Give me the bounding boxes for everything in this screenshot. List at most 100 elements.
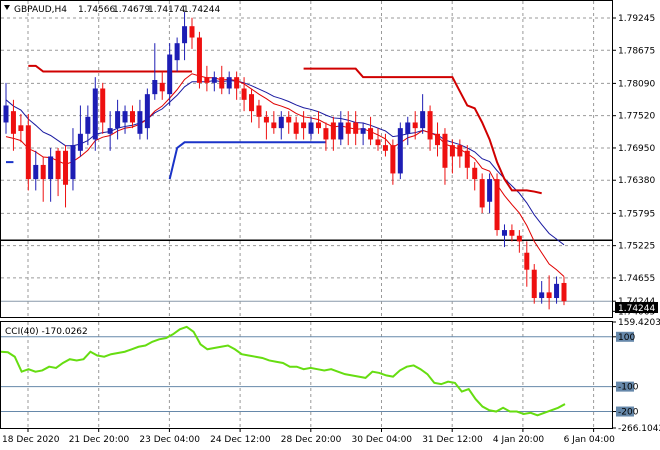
axes: 1.79245 1.78675 1.78090 1.77520 1.76950 1.763… [2, 14, 660, 445]
bullish-candle [308, 122, 314, 134]
bearish-candle [375, 139, 381, 146]
bearish-candle [293, 122, 299, 134]
bullish-candle [107, 128, 113, 134]
bearish-candle [390, 145, 396, 174]
symbol-title: GBPAUD,H4 [14, 5, 67, 15]
bearish-candle [345, 122, 351, 134]
collapse-triangle-icon[interactable] [4, 5, 10, 10]
price-tag-box [615, 302, 658, 313]
bearish-candle [10, 111, 16, 134]
bullish-candle [360, 128, 366, 134]
bearish-candle [301, 122, 307, 129]
levels [1, 239, 612, 413]
time-tick-label: 23 Dec 04:00 [139, 435, 200, 445]
bearish-candle [494, 179, 500, 231]
bearish-candle [63, 150, 69, 185]
bullish-candle [85, 116, 91, 134]
price-tag: 1.74244 [618, 304, 655, 314]
bullish-candle [77, 133, 83, 151]
bullish-candle [539, 292, 545, 299]
upper-trailing-stop-line [28, 64, 192, 73]
bearish-candle [531, 269, 537, 299]
bearish-candle [368, 128, 374, 140]
bullish-candle [115, 111, 121, 129]
candles [3, 12, 567, 310]
bullish-candle [174, 43, 180, 61]
bearish-candle [219, 77, 225, 89]
bearish-candle [249, 94, 255, 112]
bearish-candle [234, 77, 240, 89]
price-tick-label: 1.76950 [618, 144, 655, 154]
bearish-candle [427, 111, 433, 140]
time-tick-label: 24 Dec 12:00 [210, 435, 271, 445]
bullish-candle [405, 122, 411, 134]
bullish-candle [3, 105, 9, 123]
bullish-candle [226, 77, 232, 89]
price-tick-label: 1.78675 [618, 46, 655, 56]
slow-moving-average-line [5, 80, 565, 246]
bearish-candle [546, 292, 552, 299]
bullish-candle [33, 164, 39, 180]
bearish-candle [271, 122, 277, 129]
price-tick-label: 1.78090 [618, 79, 655, 89]
bearish-candle [18, 125, 24, 131]
bearish-candle [353, 122, 359, 134]
ohlc-close: 1.74244 [183, 5, 220, 15]
ohlc-high: 1.74679 [113, 5, 150, 15]
bearish-candle [464, 150, 470, 168]
price-tick-label: 1.79245 [618, 14, 655, 24]
price-tick-label: 1.74655 [618, 274, 655, 284]
bullish-candle [278, 116, 284, 129]
ohlc-open: 1.74566 [78, 5, 115, 15]
bullish-candle [70, 145, 76, 180]
bearish-candle [315, 122, 321, 129]
bullish-candle [211, 77, 217, 83]
bearish-candle [330, 122, 336, 140]
bearish-candle [412, 122, 418, 129]
lower-trailing-stop-line [168, 141, 326, 180]
ohlc-low: 1.74174 [148, 5, 185, 15]
bearish-candle [472, 167, 478, 180]
cci-panel-frame [0, 321, 613, 429]
indicator-lines [0, 64, 566, 417]
bearish-candle [25, 125, 31, 180]
bearish-candle [457, 145, 463, 157]
price-panel-frame [0, 0, 613, 318]
bearish-candle [189, 26, 195, 38]
bearish-candle [524, 252, 530, 270]
time-tick-label: 21 Dec 20:00 [69, 435, 130, 445]
bullish-candle [137, 111, 143, 134]
bearish-candle [509, 230, 515, 236]
price-tick-label: 1.75225 [618, 242, 655, 252]
cci-tick-label: 159.4203 [618, 318, 660, 328]
bullish-candle [397, 128, 403, 174]
price-tick-label: 1.77520 [618, 112, 655, 122]
bearish-candle [100, 88, 106, 123]
bearish-candle [129, 111, 135, 123]
bullish-candle [92, 88, 98, 140]
cci-tick-box [616, 381, 634, 392]
bullish-candle [554, 283, 560, 299]
bearish-candle [516, 235, 522, 242]
bullish-candle [48, 156, 54, 180]
bullish-candle [144, 94, 150, 129]
bearish-candle [479, 179, 485, 208]
bearish-candle [442, 133, 448, 168]
time-tick-label: 4 Jan 20:00 [493, 435, 545, 445]
bearish-candle [382, 145, 388, 151]
cci-tick-label: -266.1042 [618, 424, 660, 434]
bearish-candle [286, 116, 292, 123]
time-tick-label: 6 Jan 04:00 [564, 435, 616, 445]
time-tick-label: 31 Dec 12:00 [422, 435, 483, 445]
price-tick-label: 1.76380 [618, 176, 655, 186]
upper-trailing-stop-line [303, 67, 542, 195]
bullish-candle [167, 54, 173, 95]
cci-title: CCI(40) -170.0262 [5, 327, 88, 337]
cci-tick-box [616, 331, 634, 342]
bullish-candle [338, 122, 344, 140]
fast-moving-average-line [5, 73, 565, 277]
cci-tick-label: -200 [618, 408, 639, 418]
bearish-candle [40, 164, 46, 180]
time-tick-label: 30 Dec 04:00 [352, 435, 413, 445]
